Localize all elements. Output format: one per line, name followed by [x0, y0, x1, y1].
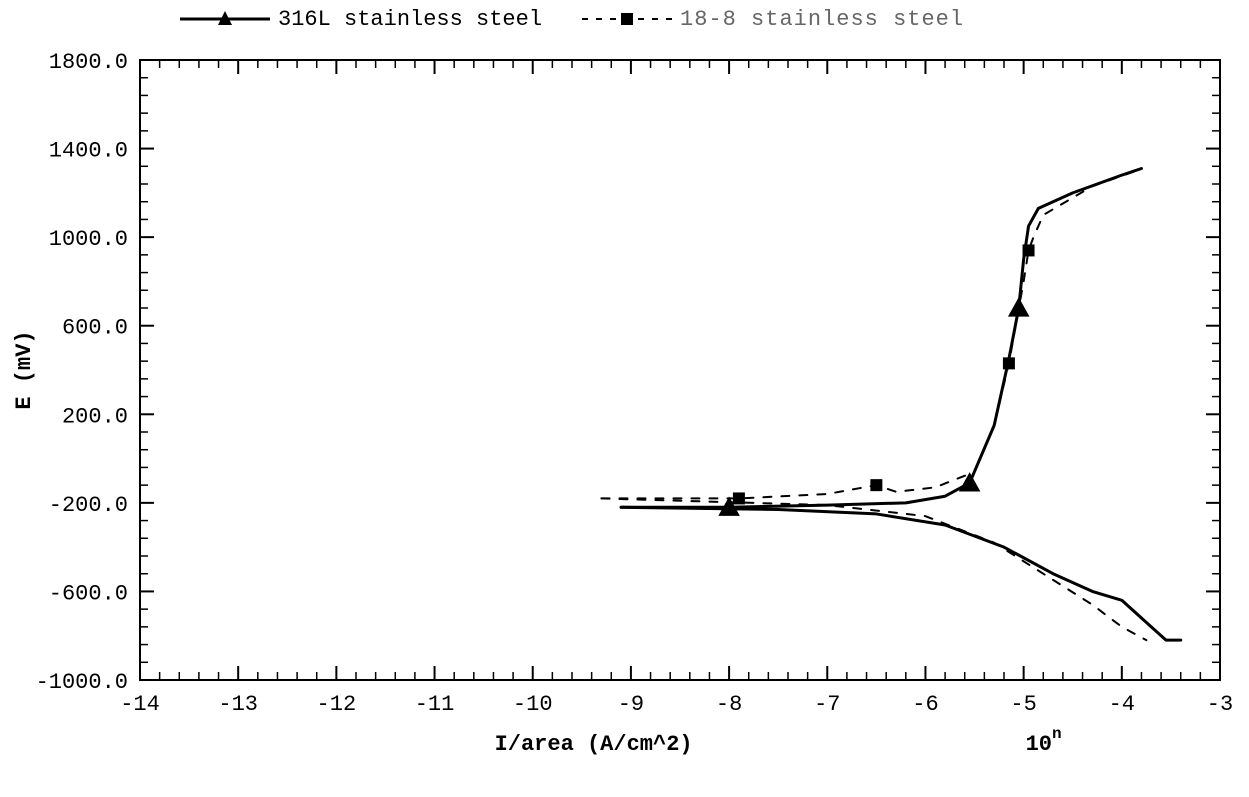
- svg-text:-7: -7: [814, 692, 840, 717]
- svg-text:-1000.0: -1000.0: [36, 670, 128, 695]
- legend: 316L stainless steel 18-8 stainless stee…: [180, 4, 1229, 34]
- svg-text:-8: -8: [716, 692, 742, 717]
- legend-label-316l: 316L stainless steel: [278, 7, 542, 32]
- svg-text:-600.0: -600.0: [49, 581, 128, 606]
- svg-text:I/area (A/cm^2): I/area (A/cm^2): [495, 732, 693, 757]
- polarization-chart: -14 -13 -12 -11 -10 -9 -8 -7 -6 -5 -4 -3 -1000.0 -600…: [0, 40, 1249, 797]
- svg-text:1800.0: 1800.0: [49, 50, 128, 75]
- legend-item-18-8: 18-8 stainless steel: [582, 7, 964, 32]
- legend-item-316l: 316L stainless steel: [180, 7, 542, 32]
- svg-text:1000.0: 1000.0: [49, 227, 128, 252]
- legend-label-18-8: 18-8 stainless steel: [680, 7, 964, 32]
- svg-text:-14: -14: [120, 692, 160, 717]
- svg-text:10n: 10n: [1026, 725, 1062, 757]
- svg-text:E (mV): E (mV): [12, 330, 37, 409]
- plot-area: -14 -13 -12 -11 -10 -9 -8 -7 -6 -5 -4 -3 -1000.0 -600…: [0, 40, 1249, 797]
- svg-text:-12: -12: [317, 692, 357, 717]
- svg-text:-9: -9: [618, 692, 644, 717]
- svg-text:600.0: 600.0: [62, 316, 128, 341]
- svg-text:200.0: 200.0: [62, 404, 128, 429]
- svg-text:-5: -5: [1010, 692, 1036, 717]
- legend-swatch-316l: [180, 9, 270, 29]
- svg-text:-6: -6: [912, 692, 938, 717]
- svg-text:1400.0: 1400.0: [49, 139, 128, 164]
- svg-text:-4: -4: [1109, 692, 1135, 717]
- svg-text:-3: -3: [1207, 692, 1233, 717]
- svg-text:-13: -13: [218, 692, 258, 717]
- svg-text:-11: -11: [415, 692, 455, 717]
- svg-text:-10: -10: [513, 692, 553, 717]
- svg-text:-200.0: -200.0: [49, 493, 128, 518]
- legend-swatch-18-8: [582, 9, 672, 29]
